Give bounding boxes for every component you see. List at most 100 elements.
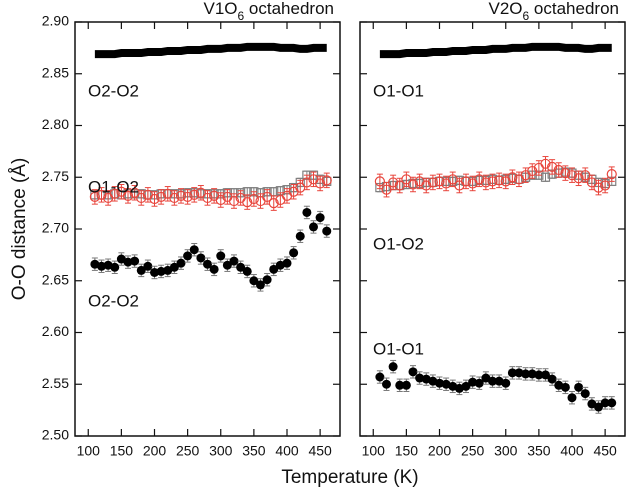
thick-line	[379, 42, 612, 59]
filled-circle-marker	[461, 381, 471, 391]
filled-circle-marker	[97, 261, 106, 271]
filled-circle-marker	[236, 262, 246, 272]
filled-circle-marker	[474, 378, 484, 388]
filled-circle-marker	[435, 378, 444, 388]
open-circle-marker	[586, 177, 597, 188]
open-circle-marker	[401, 174, 412, 185]
open-circle-marker	[447, 174, 458, 185]
filled-circle-marker	[110, 262, 120, 272]
open-circle-marker	[434, 176, 445, 187]
filled-circle-marker	[395, 380, 405, 390]
open-circle-marker	[149, 193, 160, 205]
open-circle-marker	[169, 192, 180, 204]
filled-circle-marker	[249, 276, 259, 286]
filled-circle-marker	[521, 369, 531, 379]
open-circle-marker	[122, 190, 134, 201]
annotation: O1-O1	[373, 339, 424, 358]
open-circle-marker	[295, 182, 306, 193]
open-circle-marker	[202, 192, 213, 204]
open-circle-marker	[527, 165, 538, 177]
open-circle-marker	[560, 168, 571, 179]
x-tick-label: 250	[461, 443, 485, 459]
open-circle-marker	[195, 187, 206, 198]
square-marker	[540, 172, 551, 182]
open-circle-marker	[494, 175, 505, 186]
open-circle-marker	[96, 189, 107, 200]
open-circle-marker	[553, 164, 564, 176]
filled-circle-marker	[269, 264, 279, 274]
filled-circle-marker	[302, 207, 312, 217]
open-circle-marker	[89, 191, 100, 203]
x-tick-label: 200	[143, 443, 167, 459]
filled-circle-marker	[216, 251, 226, 261]
title-part: octahedron	[529, 0, 619, 18]
filled-circle-marker	[183, 251, 193, 261]
y-tick-label: 2.80	[42, 116, 69, 132]
filled-circle-marker	[594, 402, 603, 412]
x-tick-label: 100	[362, 443, 386, 459]
annotation: O1-O2	[88, 177, 139, 196]
open-circle-marker	[606, 169, 617, 180]
thick-line	[94, 42, 327, 59]
title-part: V2O	[488, 0, 522, 18]
open-circle-marker	[388, 177, 399, 188]
x-tick-label: 350	[242, 443, 266, 459]
open-circle-marker	[540, 158, 551, 169]
open-circle-marker	[374, 176, 385, 187]
filled-circle-marker	[408, 367, 418, 377]
filled-circle-marker	[488, 376, 497, 386]
plot-frame	[359, 21, 626, 437]
y-axis-label: O-O distance (Å)	[9, 158, 30, 301]
open-circle-marker	[175, 190, 187, 201]
open-circle-marker	[600, 180, 611, 191]
x-tick-label: 200	[428, 443, 452, 459]
open-circle-marker	[474, 174, 485, 185]
title-part: V1O	[203, 0, 237, 18]
filled-circle-marker	[468, 377, 478, 387]
y-tick-label: 2.50	[42, 427, 69, 443]
open-circle-marker	[129, 187, 140, 198]
open-circle-marker	[215, 194, 226, 206]
open-circle-marker	[427, 177, 438, 188]
filled-circle-marker	[541, 370, 550, 380]
filled-circle-marker	[295, 231, 305, 241]
open-circle-marker	[242, 196, 253, 208]
open-circle-marker	[189, 189, 200, 200]
y-tick-label: 2.55	[42, 375, 69, 391]
title-part: octahedron	[244, 0, 334, 18]
filled-circle-marker	[382, 379, 391, 389]
y-tick-label: 2.65	[42, 271, 69, 287]
filled-circle-marker	[547, 374, 557, 384]
annotation: O2-O2	[88, 81, 139, 100]
filled-circle-marker	[527, 369, 537, 379]
open-circle-marker	[262, 191, 273, 203]
filled-circle-marker	[262, 275, 272, 285]
open-circle-marker	[573, 173, 584, 184]
x-tick-label: 150	[395, 443, 419, 459]
filled-circle-marker	[501, 378, 511, 388]
open-circle-marker	[507, 172, 518, 183]
filled-circle-marker	[282, 258, 292, 268]
open-circle-marker	[248, 193, 259, 205]
open-circle-marker	[301, 177, 312, 188]
filled-circle-marker	[256, 280, 265, 290]
open-circle-marker	[136, 192, 147, 204]
y-tick-label: 2.60	[42, 323, 69, 339]
panel-title: V2O6 octahedron	[488, 0, 619, 23]
filled-circle-marker	[289, 248, 299, 258]
open-circle-marker	[487, 176, 498, 187]
title-part: 6	[523, 9, 530, 23]
x-tick-label: 450	[308, 443, 332, 459]
filled-circle-marker	[574, 382, 584, 392]
open-circle-marker	[321, 175, 332, 186]
filled-circle-marker	[203, 259, 212, 269]
filled-circle-marker	[322, 226, 332, 236]
filled-circle-marker	[123, 257, 133, 267]
open-circle-marker	[394, 180, 405, 191]
open-circle-marker	[109, 188, 120, 199]
open-circle-marker	[421, 180, 432, 191]
open-circle-marker	[156, 191, 167, 203]
open-circle-marker	[547, 161, 558, 172]
filled-circle-marker	[229, 256, 239, 266]
